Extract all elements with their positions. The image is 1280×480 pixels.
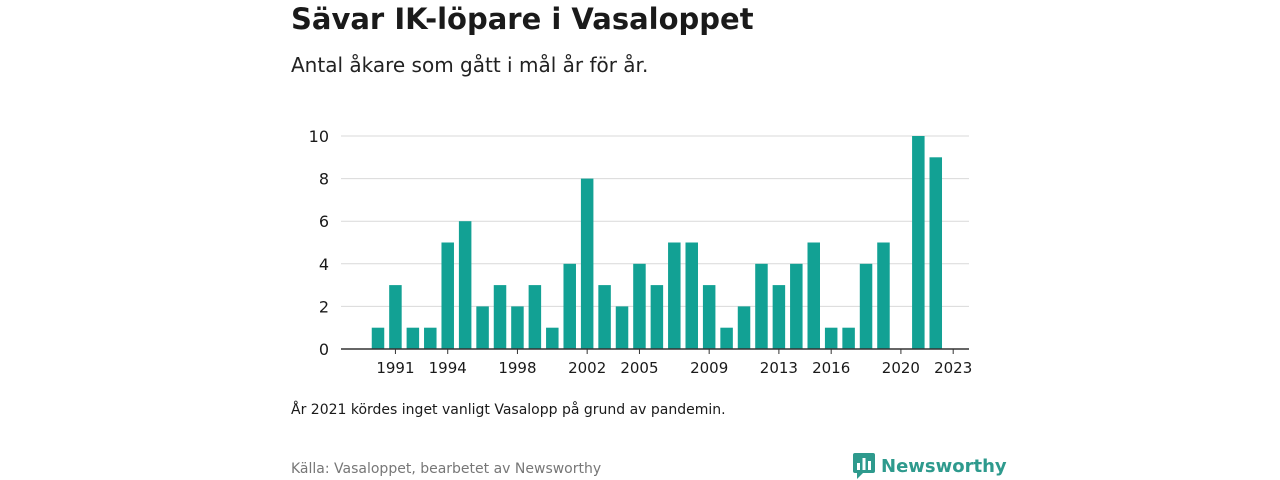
brand-name: Newsworthy — [881, 455, 1007, 477]
bar-1996 — [476, 306, 489, 349]
bar-1998 — [511, 306, 524, 349]
bars — [371, 136, 943, 349]
x-tick-label: 2002 — [568, 359, 606, 377]
bar-1994 — [441, 242, 454, 349]
chart-title: Sävar IK-löpare i Vasaloppet — [291, 2, 754, 36]
y-tick-label: 6 — [319, 212, 329, 231]
chart-subtitle: Antal åkare som gått i mål år för år. — [291, 53, 649, 77]
bar-2004 — [615, 306, 629, 349]
x-axis-ticks: 1991 1994 1998 2002 2005 2009 2013 2016 2020 2023 — [376, 349, 972, 377]
newsworthy-logo: Newsworthy — [853, 453, 1007, 479]
x-tick-label: 1994 — [429, 359, 467, 377]
bar-1990 — [371, 327, 385, 349]
x-tick-label: 2023 — [934, 359, 972, 377]
bar-2019 — [877, 242, 890, 349]
bar-2011 — [737, 306, 751, 349]
x-tick-label: 1998 — [498, 359, 536, 377]
y-axis-ticks: 0 2 4 6 8 10 — [309, 127, 329, 359]
y-tick-label: 10 — [309, 127, 329, 146]
bar-2016 — [824, 327, 838, 349]
bar-2010 — [720, 327, 733, 349]
bar-2008 — [685, 242, 698, 349]
bar-1992 — [406, 327, 420, 349]
bar-2022 — [929, 157, 943, 349]
bar-1999 — [528, 285, 542, 349]
bar-2018 — [859, 263, 873, 349]
x-tick-label: 2016 — [812, 359, 850, 377]
x-tick-label: 2020 — [882, 359, 920, 377]
bar-2002 — [580, 178, 594, 349]
bar-1993 — [424, 327, 437, 349]
bar-2017 — [842, 327, 855, 349]
bar-2021 — [912, 136, 925, 349]
bar-2006 — [650, 285, 664, 349]
bar-2009 — [702, 285, 716, 349]
bar-2003 — [598, 285, 611, 349]
bar-1991 — [389, 285, 402, 349]
bar-2001 — [563, 263, 576, 349]
x-tick-label: 2013 — [760, 359, 798, 377]
y-tick-label: 8 — [319, 170, 329, 189]
bar-2013 — [772, 285, 786, 349]
x-tick-label: 2005 — [620, 359, 658, 377]
x-tick-label: 2009 — [690, 359, 728, 377]
bar-1997 — [493, 285, 507, 349]
bar-2012 — [755, 263, 768, 349]
bar-2000 — [546, 327, 559, 349]
gridlines — [341, 135, 969, 307]
x-tick-label: 1991 — [376, 359, 414, 377]
y-tick-label: 4 — [319, 255, 329, 274]
source-text: Källa: Vasaloppet, bearbetet av Newswort… — [291, 461, 602, 477]
newsworthy-logo-icon — [853, 453, 875, 479]
chart-note: År 2021 kördes inget vanligt Vasalopp på… — [291, 402, 726, 418]
bar-2005 — [633, 263, 646, 349]
bar-2014 — [790, 263, 803, 349]
bar-2007 — [668, 242, 681, 349]
bar-2015 — [807, 242, 820, 349]
y-tick-label: 0 — [319, 340, 329, 359]
bar-chart: 0 2 4 6 8 10 1991 1994 1998 2002 2005 2009 2013 2016… — [309, 127, 973, 377]
bar-1995 — [458, 221, 472, 349]
y-tick-label: 2 — [319, 297, 329, 316]
